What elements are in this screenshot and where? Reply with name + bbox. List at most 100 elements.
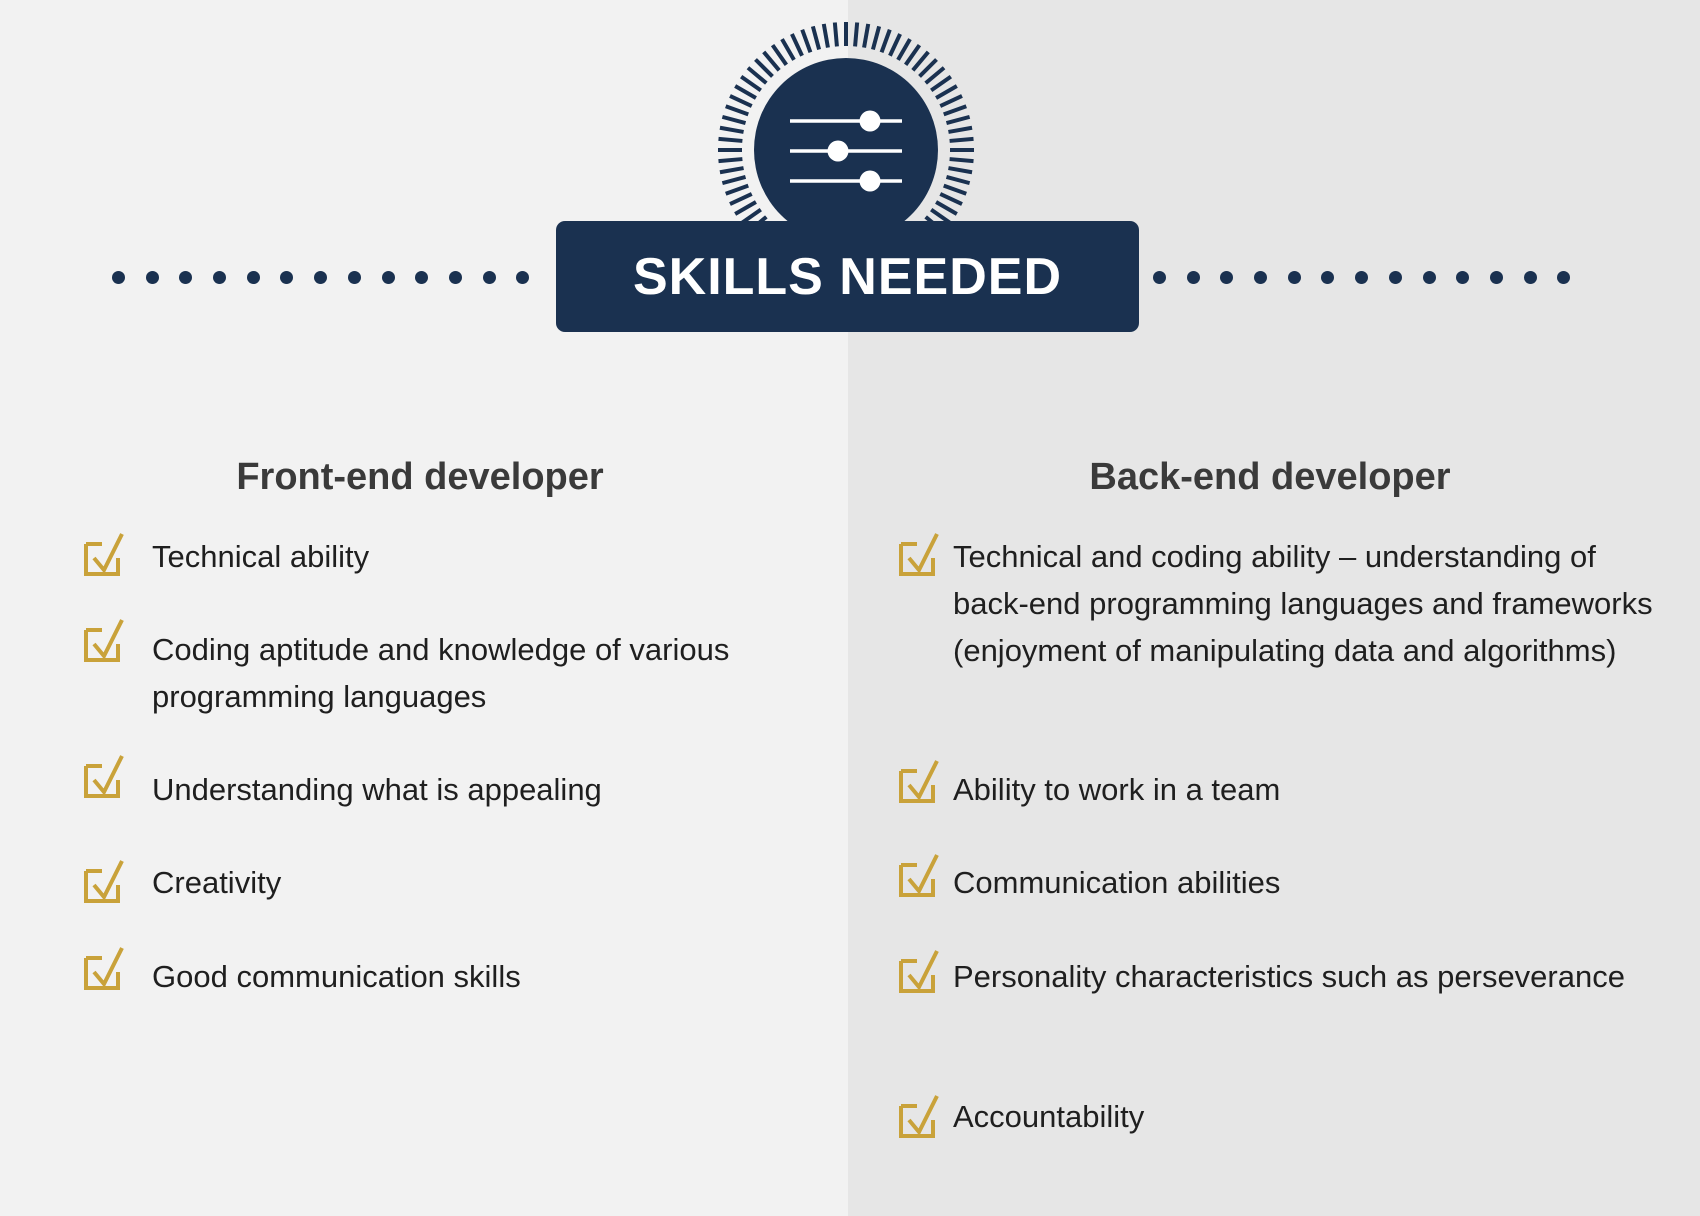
frontend-heading: Front-end developer [236,456,604,498]
divider-dot [246,270,260,284]
divider-dot [1287,270,1301,284]
divider-dot [1355,270,1369,284]
emblem-tick [734,84,757,100]
divider-dot [1557,270,1571,284]
list-item-text: Understanding what is appealing [152,772,602,807]
emblem-tick [943,104,967,117]
divider-dot [1489,270,1503,284]
divider-dot [482,270,496,284]
checkbox-checked-icon [84,755,124,798]
emblem-tick [800,29,813,53]
dotted-divider-right [1153,270,1571,284]
emblem-tick [911,50,930,72]
emblem-tick [939,192,963,206]
list-item-text: Ability to work in a team [953,772,1281,807]
list-item-text: Technical and coding ability – understan… [953,539,1653,668]
divider-dot [213,270,227,284]
emblem-tick [719,166,744,175]
emblem-tick [918,58,938,78]
emblem-tick [870,25,882,51]
emblem-tick [721,174,747,186]
emblem-tick [896,38,912,61]
emblem-tick [754,58,774,78]
checkbox-checked-icon [84,947,124,990]
divider-dot [179,270,193,284]
page-title: SKILLS NEEDED [632,247,1063,306]
divider-dot [516,270,530,284]
emblem-tick [879,29,892,53]
divider-dot [1321,270,1335,284]
checkbox-checked-icon [899,760,939,803]
emblem-tick [935,200,958,216]
right-panel [848,0,1700,1216]
dotted-divider-left [112,270,530,284]
emblem-tick [832,22,839,47]
emblem-tick [862,23,871,48]
divider-dot [1153,270,1166,284]
divider-dot [1422,270,1436,284]
divider-dot [1523,270,1537,284]
list-item-text: Creativity [152,865,282,900]
list-item-text: Coding aptitude and knowledge of various… [152,632,730,714]
divider-dot [415,270,429,284]
title-banner: SKILLS NEEDED [556,221,1139,332]
emblem-tick [746,66,768,85]
emblem-tick [719,125,744,134]
emblem-tick [948,166,973,175]
list-item-text: Accountability [953,1099,1145,1134]
emblem-tick [762,50,781,72]
emblem-tick [725,104,749,117]
emblem-tick [943,183,967,196]
emblem-tick [949,136,974,143]
list-item-text: Technical ability [152,539,370,574]
checkbox-checked-icon [899,950,939,993]
emblem-tick [821,23,830,48]
emblem-tick [729,192,753,206]
list-item-text: Communication abilities [953,865,1281,900]
emblem-tick [904,44,922,66]
emblem-tick [949,157,974,164]
backend-heading: Back-end developer [1089,456,1451,498]
checkbox-checked-icon [899,1095,939,1138]
emblem-tick [945,114,971,126]
divider-dot [145,270,159,284]
divider-dot [112,270,125,284]
divider-dot [448,270,462,284]
divider-dot [280,270,294,284]
emblem-tick [810,25,822,51]
emblem-tick [945,174,971,186]
divider-dot [1388,270,1402,284]
divider-dot [1220,270,1234,284]
emblem-tick [721,114,747,126]
checkbox-checked-icon [84,860,124,903]
emblem-tick [930,74,952,92]
checkbox-checked-icon [84,533,124,576]
emblem-tick [718,136,743,143]
checkbox-checked-icon [899,854,939,897]
emblem-tick [948,125,973,134]
emblem-tick [729,94,753,108]
emblem-tick [888,33,902,57]
checkbox-checked-icon [84,619,124,662]
checkbox-checked-icon [899,533,939,576]
emblem-tick [780,38,796,61]
emblem-tick [740,74,762,92]
emblem-tick [790,33,804,57]
divider-dot [1254,270,1268,284]
left-panel [0,0,848,1216]
divider-dot [314,270,328,284]
divider-dot [381,270,395,284]
list-item-text: Personality characteristics such as pers… [953,959,1625,994]
emblem-tick [718,157,743,164]
divider-dot [1456,270,1470,284]
emblem-tick [734,200,757,216]
emblem-tick [725,183,749,196]
emblem-tick [935,84,958,100]
divider-dot [1186,270,1200,284]
emblem-tick [924,66,946,85]
emblem-tick [770,44,788,66]
emblem-tick [853,22,860,47]
list-item-text: Good communication skills [152,959,521,994]
emblem-tick [939,94,963,108]
divider-dot [347,270,361,284]
